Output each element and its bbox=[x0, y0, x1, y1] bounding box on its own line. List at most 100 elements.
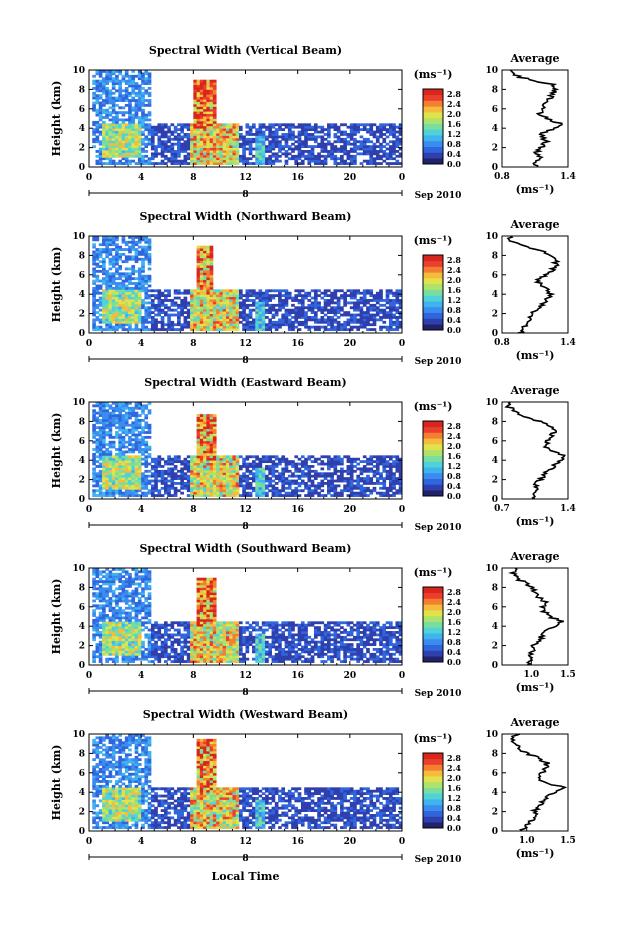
heatmap-cell bbox=[193, 291, 197, 295]
heatmap-cell bbox=[235, 467, 240, 471]
heatmap-cell bbox=[167, 489, 171, 493]
heatmap-cell bbox=[216, 318, 220, 322]
heatmap-cell bbox=[206, 248, 211, 251]
heatmap-cell bbox=[170, 479, 175, 483]
heatmap-cell bbox=[124, 86, 129, 90]
heatmap-cell bbox=[128, 306, 132, 310]
heatmap-cell bbox=[199, 282, 204, 285]
heatmap-cell bbox=[242, 457, 246, 461]
heatmap-cell bbox=[375, 291, 380, 295]
heatmap-cell bbox=[193, 323, 197, 327]
heatmap-cell bbox=[222, 133, 227, 136]
heatmap-cell bbox=[134, 106, 139, 110]
heatmap-cell bbox=[235, 133, 240, 136]
heatmap-cell bbox=[102, 289, 106, 293]
heatmap-cell bbox=[98, 421, 103, 425]
heatmap-cell bbox=[203, 291, 207, 295]
heatmap-cell bbox=[190, 157, 194, 161]
heatmap-cell bbox=[167, 308, 171, 312]
heatmap-cell bbox=[150, 137, 155, 141]
heatmap-cell bbox=[245, 320, 250, 324]
heatmap-cell bbox=[375, 306, 380, 310]
heatmap-cell bbox=[219, 491, 224, 495]
heatmap-cell bbox=[118, 72, 122, 76]
heatmap-cell bbox=[265, 491, 269, 495]
heatmap-cell bbox=[206, 79, 211, 83]
heatmap-cell bbox=[362, 320, 367, 324]
heatmap-cell bbox=[235, 291, 240, 295]
heatmap-cell bbox=[118, 482, 122, 485]
heatmap-cell bbox=[147, 257, 152, 261]
heatmap-cell bbox=[294, 465, 299, 468]
heatmap-cell bbox=[366, 128, 370, 132]
colorbar-segment bbox=[423, 100, 443, 107]
heatmap-cell bbox=[95, 96, 100, 100]
colorbar-segment bbox=[423, 266, 443, 273]
heatmap-cell bbox=[137, 152, 142, 156]
heatmap-cell bbox=[219, 479, 224, 483]
heatmap-cell bbox=[330, 462, 334, 466]
heatmap-cell bbox=[229, 130, 233, 134]
heatmap-cell bbox=[284, 318, 289, 322]
heatmap-cell bbox=[333, 320, 338, 324]
heatmap-cell bbox=[111, 308, 116, 312]
heatmap-cell bbox=[242, 465, 246, 468]
heatmap-cell bbox=[343, 484, 347, 488]
heatmap-cell bbox=[265, 147, 269, 151]
heatmap-cell bbox=[137, 94, 142, 98]
heatmap-cell bbox=[118, 123, 122, 127]
heatmap-cell bbox=[300, 128, 305, 132]
heatmap-cell bbox=[170, 325, 175, 329]
heatmap-cell bbox=[147, 402, 152, 405]
heatmap-cell bbox=[98, 265, 103, 268]
heatmap-cell bbox=[398, 320, 403, 324]
heatmap-cell bbox=[163, 482, 168, 485]
heatmap-cell bbox=[105, 443, 109, 447]
heatmap-cell bbox=[98, 318, 103, 322]
heatmap-cell bbox=[212, 494, 217, 497]
heatmap-cell bbox=[193, 91, 197, 95]
heatmap-cell bbox=[196, 303, 201, 307]
heatmap-cell bbox=[147, 162, 152, 165]
heatmap-cell bbox=[310, 159, 315, 163]
heatmap-cell bbox=[137, 123, 142, 127]
heatmap-cell bbox=[395, 299, 400, 302]
heatmap-cell bbox=[392, 316, 396, 319]
heatmap-cell bbox=[245, 328, 250, 331]
heatmap-cell bbox=[121, 479, 126, 483]
heatmap-cell bbox=[134, 108, 139, 112]
heatmap-cell bbox=[118, 267, 122, 271]
heatmap-cell bbox=[115, 125, 119, 129]
heatmap-cell bbox=[108, 248, 113, 251]
heatmap-cell bbox=[281, 137, 286, 141]
heatmap-cell bbox=[177, 159, 181, 163]
heatmap-cell bbox=[353, 130, 357, 134]
heatmap-cell bbox=[141, 277, 145, 281]
heatmap-cell bbox=[206, 162, 211, 165]
heatmap-cell bbox=[209, 162, 214, 165]
heatmap-cell bbox=[105, 308, 109, 312]
heatmap-cell bbox=[92, 320, 96, 324]
heatmap-cell bbox=[95, 269, 100, 273]
heatmap-cell bbox=[366, 152, 370, 156]
heatmap-cell bbox=[203, 325, 207, 329]
heatmap-cell bbox=[137, 462, 142, 466]
heatmap-cell bbox=[98, 448, 103, 451]
heatmap-cell bbox=[118, 128, 122, 132]
heatmap-cell bbox=[212, 152, 217, 156]
heatmap-cell bbox=[167, 294, 171, 298]
heatmap-cell bbox=[199, 428, 204, 432]
heatmap-cell bbox=[327, 311, 331, 314]
heatmap-cell bbox=[95, 477, 100, 480]
heatmap-cell bbox=[216, 289, 220, 293]
heatmap-cell bbox=[102, 70, 106, 73]
heatmap-cell bbox=[196, 99, 201, 102]
heatmap-cell bbox=[134, 99, 139, 102]
heatmap-cell bbox=[144, 308, 149, 312]
heatmap-cell bbox=[144, 294, 149, 298]
heatmap-cell bbox=[258, 325, 263, 329]
heatmap-cell bbox=[131, 147, 136, 151]
heatmap-cell bbox=[274, 320, 279, 324]
heatmap-cell bbox=[163, 145, 168, 148]
heatmap-cell bbox=[278, 491, 282, 495]
